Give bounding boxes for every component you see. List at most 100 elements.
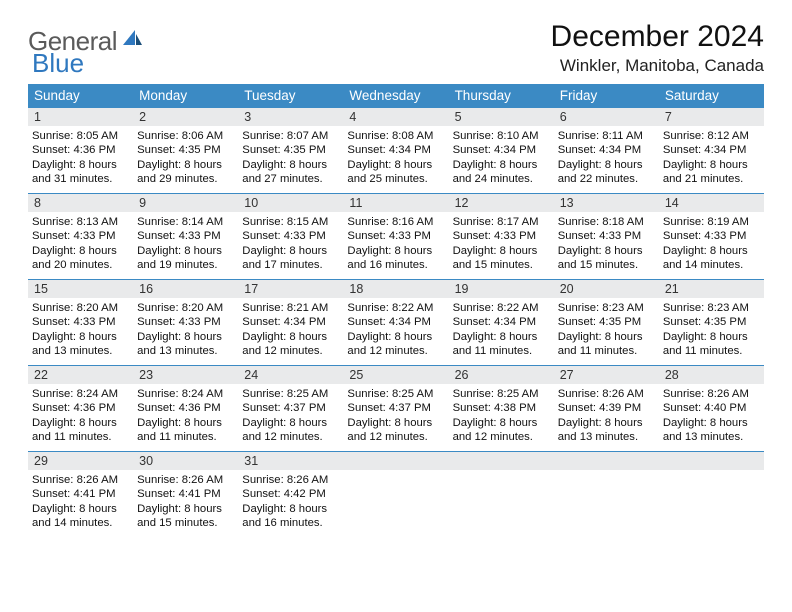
calendar-cell: 23Sunrise: 8:24 AMSunset: 4:36 PMDayligh… — [133, 366, 238, 452]
calendar-cell: 19Sunrise: 8:22 AMSunset: 4:34 PMDayligh… — [449, 280, 554, 366]
daylight-line-2: and 16 minutes. — [347, 258, 444, 272]
sunrise-line: Sunrise: 8:13 AM — [32, 215, 129, 229]
calendar-cell: 28Sunrise: 8:26 AMSunset: 4:40 PMDayligh… — [659, 366, 764, 452]
daylight-line-2: and 14 minutes. — [32, 516, 129, 530]
daylight-line-1: Daylight: 8 hours — [242, 502, 339, 516]
day-number: 15 — [28, 280, 133, 298]
sunrise-line: Sunrise: 8:08 AM — [347, 129, 444, 143]
sunrise-line: Sunrise: 8:23 AM — [663, 301, 760, 315]
sunset-line: Sunset: 4:33 PM — [137, 315, 234, 329]
day-number: 29 — [28, 452, 133, 470]
sunset-line: Sunset: 4:33 PM — [137, 229, 234, 243]
sunset-line: Sunset: 4:33 PM — [32, 229, 129, 243]
sunset-line: Sunset: 4:34 PM — [347, 315, 444, 329]
location-subtitle: Winkler, Manitoba, Canada — [551, 56, 764, 76]
day-info: Sunrise: 8:22 AMSunset: 4:34 PMDaylight:… — [449, 298, 554, 362]
page-header: General December 2024 Winkler, Manitoba,… — [28, 20, 764, 76]
day-number: 9 — [133, 194, 238, 212]
daylight-line-1: Daylight: 8 hours — [242, 158, 339, 172]
sunrise-line: Sunrise: 8:22 AM — [347, 301, 444, 315]
day-info: Sunrise: 8:25 AMSunset: 4:37 PMDaylight:… — [238, 384, 343, 448]
daylight-line-1: Daylight: 8 hours — [32, 158, 129, 172]
calendar-table: SundayMondayTuesdayWednesdayThursdayFrid… — [28, 84, 764, 538]
daylight-line-2: and 22 minutes. — [558, 172, 655, 186]
calendar-week-row: 22Sunrise: 8:24 AMSunset: 4:36 PMDayligh… — [28, 366, 764, 452]
daylight-line-2: and 16 minutes. — [242, 516, 339, 530]
day-number: 31 — [238, 452, 343, 470]
day-info: Sunrise: 8:20 AMSunset: 4:33 PMDaylight:… — [28, 298, 133, 362]
day-number-empty — [449, 452, 554, 470]
sunset-line: Sunset: 4:38 PM — [453, 401, 550, 415]
day-number: 8 — [28, 194, 133, 212]
daylight-line-1: Daylight: 8 hours — [558, 158, 655, 172]
daylight-line-1: Daylight: 8 hours — [558, 244, 655, 258]
day-info: Sunrise: 8:26 AMSunset: 4:41 PMDaylight:… — [28, 470, 133, 534]
daylight-line-2: and 11 minutes. — [663, 344, 760, 358]
daylight-line-1: Daylight: 8 hours — [453, 330, 550, 344]
sunrise-line: Sunrise: 8:24 AM — [32, 387, 129, 401]
calendar-cell-empty — [449, 452, 554, 538]
sunrise-line: Sunrise: 8:06 AM — [137, 129, 234, 143]
sunrise-line: Sunrise: 8:26 AM — [663, 387, 760, 401]
daylight-line-1: Daylight: 8 hours — [32, 416, 129, 430]
daylight-line-1: Daylight: 8 hours — [32, 330, 129, 344]
day-number: 27 — [554, 366, 659, 384]
daylight-line-2: and 13 minutes. — [663, 430, 760, 444]
day-info: Sunrise: 8:18 AMSunset: 4:33 PMDaylight:… — [554, 212, 659, 276]
daylight-line-2: and 12 minutes. — [347, 430, 444, 444]
calendar-cell: 15Sunrise: 8:20 AMSunset: 4:33 PMDayligh… — [28, 280, 133, 366]
day-info: Sunrise: 8:15 AMSunset: 4:33 PMDaylight:… — [238, 212, 343, 276]
day-number-empty — [554, 452, 659, 470]
daylight-line-2: and 12 minutes. — [242, 344, 339, 358]
day-number-empty — [343, 452, 448, 470]
daylight-line-2: and 25 minutes. — [347, 172, 444, 186]
sunset-line: Sunset: 4:33 PM — [347, 229, 444, 243]
weekday-header: Wednesday — [343, 84, 448, 108]
daylight-line-1: Daylight: 8 hours — [137, 244, 234, 258]
day-info: Sunrise: 8:20 AMSunset: 4:33 PMDaylight:… — [133, 298, 238, 362]
daylight-line-1: Daylight: 8 hours — [242, 416, 339, 430]
calendar-head: SundayMondayTuesdayWednesdayThursdayFrid… — [28, 84, 764, 108]
sunrise-line: Sunrise: 8:18 AM — [558, 215, 655, 229]
sunset-line: Sunset: 4:42 PM — [242, 487, 339, 501]
day-info-empty — [554, 470, 659, 520]
calendar-cell: 2Sunrise: 8:06 AMSunset: 4:35 PMDaylight… — [133, 108, 238, 194]
day-number: 4 — [343, 108, 448, 126]
weekday-header: Thursday — [449, 84, 554, 108]
day-info: Sunrise: 8:23 AMSunset: 4:35 PMDaylight:… — [554, 298, 659, 362]
daylight-line-2: and 12 minutes. — [242, 430, 339, 444]
sunrise-line: Sunrise: 8:22 AM — [453, 301, 550, 315]
daylight-line-1: Daylight: 8 hours — [137, 502, 234, 516]
day-number: 13 — [554, 194, 659, 212]
day-info: Sunrise: 8:26 AMSunset: 4:39 PMDaylight:… — [554, 384, 659, 448]
logo-text-blue: Blue — [32, 48, 84, 79]
calendar-week-row: 15Sunrise: 8:20 AMSunset: 4:33 PMDayligh… — [28, 280, 764, 366]
calendar-body: 1Sunrise: 8:05 AMSunset: 4:36 PMDaylight… — [28, 108, 764, 538]
sunrise-line: Sunrise: 8:26 AM — [558, 387, 655, 401]
day-number: 24 — [238, 366, 343, 384]
daylight-line-2: and 11 minutes. — [558, 344, 655, 358]
day-info: Sunrise: 8:26 AMSunset: 4:42 PMDaylight:… — [238, 470, 343, 534]
daylight-line-2: and 17 minutes. — [242, 258, 339, 272]
daylight-line-2: and 11 minutes. — [137, 430, 234, 444]
day-number: 25 — [343, 366, 448, 384]
sunset-line: Sunset: 4:34 PM — [453, 143, 550, 157]
day-info: Sunrise: 8:11 AMSunset: 4:34 PMDaylight:… — [554, 126, 659, 190]
day-number: 2 — [133, 108, 238, 126]
calendar-cell: 8Sunrise: 8:13 AMSunset: 4:33 PMDaylight… — [28, 194, 133, 280]
day-info: Sunrise: 8:24 AMSunset: 4:36 PMDaylight:… — [133, 384, 238, 448]
calendar-cell: 27Sunrise: 8:26 AMSunset: 4:39 PMDayligh… — [554, 366, 659, 452]
calendar-cell: 26Sunrise: 8:25 AMSunset: 4:38 PMDayligh… — [449, 366, 554, 452]
month-title: December 2024 — [551, 20, 764, 54]
day-info: Sunrise: 8:08 AMSunset: 4:34 PMDaylight:… — [343, 126, 448, 190]
calendar-cell: 9Sunrise: 8:14 AMSunset: 4:33 PMDaylight… — [133, 194, 238, 280]
day-number: 22 — [28, 366, 133, 384]
day-number: 21 — [659, 280, 764, 298]
sunrise-line: Sunrise: 8:05 AM — [32, 129, 129, 143]
daylight-line-1: Daylight: 8 hours — [242, 330, 339, 344]
daylight-line-1: Daylight: 8 hours — [558, 330, 655, 344]
day-info-empty — [343, 470, 448, 520]
sunset-line: Sunset: 4:34 PM — [663, 143, 760, 157]
daylight-line-1: Daylight: 8 hours — [453, 416, 550, 430]
day-number: 10 — [238, 194, 343, 212]
